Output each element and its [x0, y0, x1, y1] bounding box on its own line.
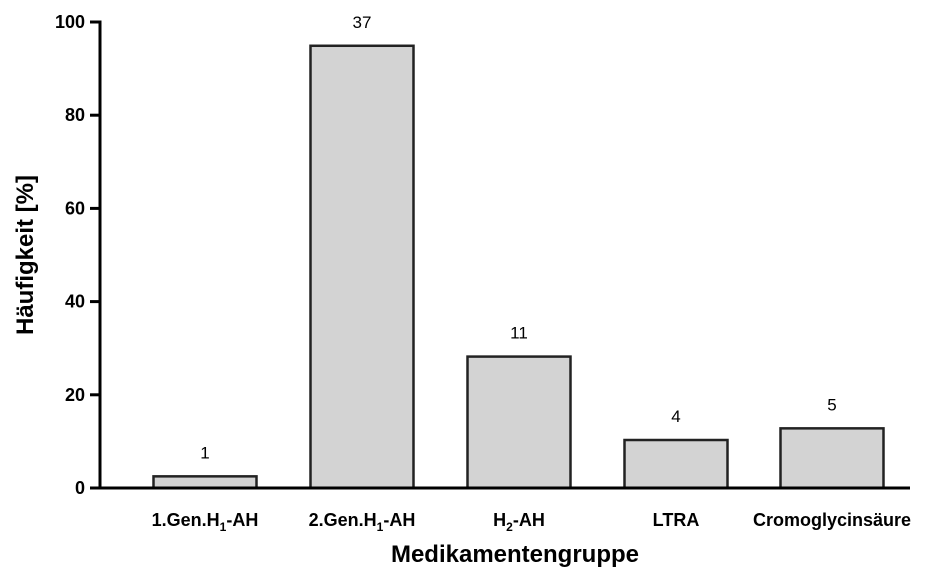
category-label-suffix: -AH	[513, 510, 545, 530]
x-category-labels: 1.Gen.H1-AH 2.Gen.H1-AH H2-AH LTRA Cromoglyc…	[152, 510, 911, 534]
bar-3	[623, 438, 729, 490]
category-label-main: H	[493, 510, 506, 530]
category-label-main: Cromoglycinsäure	[753, 510, 911, 530]
bar-data-label: 4	[671, 407, 680, 426]
category-label-subscript: 1	[377, 520, 384, 534]
y-tick-label: 0	[75, 478, 85, 498]
y-tick-label: 20	[65, 385, 85, 405]
y-tick-label: 80	[65, 105, 85, 125]
y-tick-label: 100	[55, 12, 85, 32]
y-tick-label: 60	[65, 198, 85, 218]
x-axis-title: Medikamentengruppe	[391, 541, 639, 568]
category-label-subscript: 2	[506, 520, 513, 534]
y-axis-title: Häufigkeit [%]	[12, 175, 39, 335]
y-ticks: 0 20 40 60 80 100	[55, 12, 100, 498]
x-category-label: 1.Gen.H1-AH	[152, 510, 259, 534]
bar-1	[309, 44, 415, 490]
data-labels: 1 37 11 4 5	[200, 13, 836, 463]
category-label-suffix: -AH	[383, 510, 415, 530]
x-category-label: LTRA	[653, 510, 700, 530]
bar-data-label: 11	[510, 324, 528, 343]
x-category-label: 2.Gen.H1-AH	[309, 510, 416, 534]
bar-data-label: 5	[827, 395, 836, 414]
category-label-subscript: 1	[220, 520, 227, 534]
category-label-main: LTRA	[653, 510, 700, 530]
x-category-label: H2-AH	[493, 510, 545, 534]
bar-data-label: 37	[353, 13, 372, 32]
category-label-main: 2.Gen.H	[309, 510, 377, 530]
bar-4	[779, 427, 885, 490]
y-tick-label: 40	[65, 292, 85, 312]
bars	[152, 44, 885, 490]
category-label-suffix: -AH	[226, 510, 258, 530]
x-category-label: Cromoglycinsäure	[753, 510, 911, 530]
bar-data-label: 1	[200, 443, 209, 462]
bar-2	[466, 355, 572, 490]
axes	[98, 20, 910, 490]
bar-0	[152, 475, 258, 490]
category-label-main: 1.Gen.H	[152, 510, 220, 530]
